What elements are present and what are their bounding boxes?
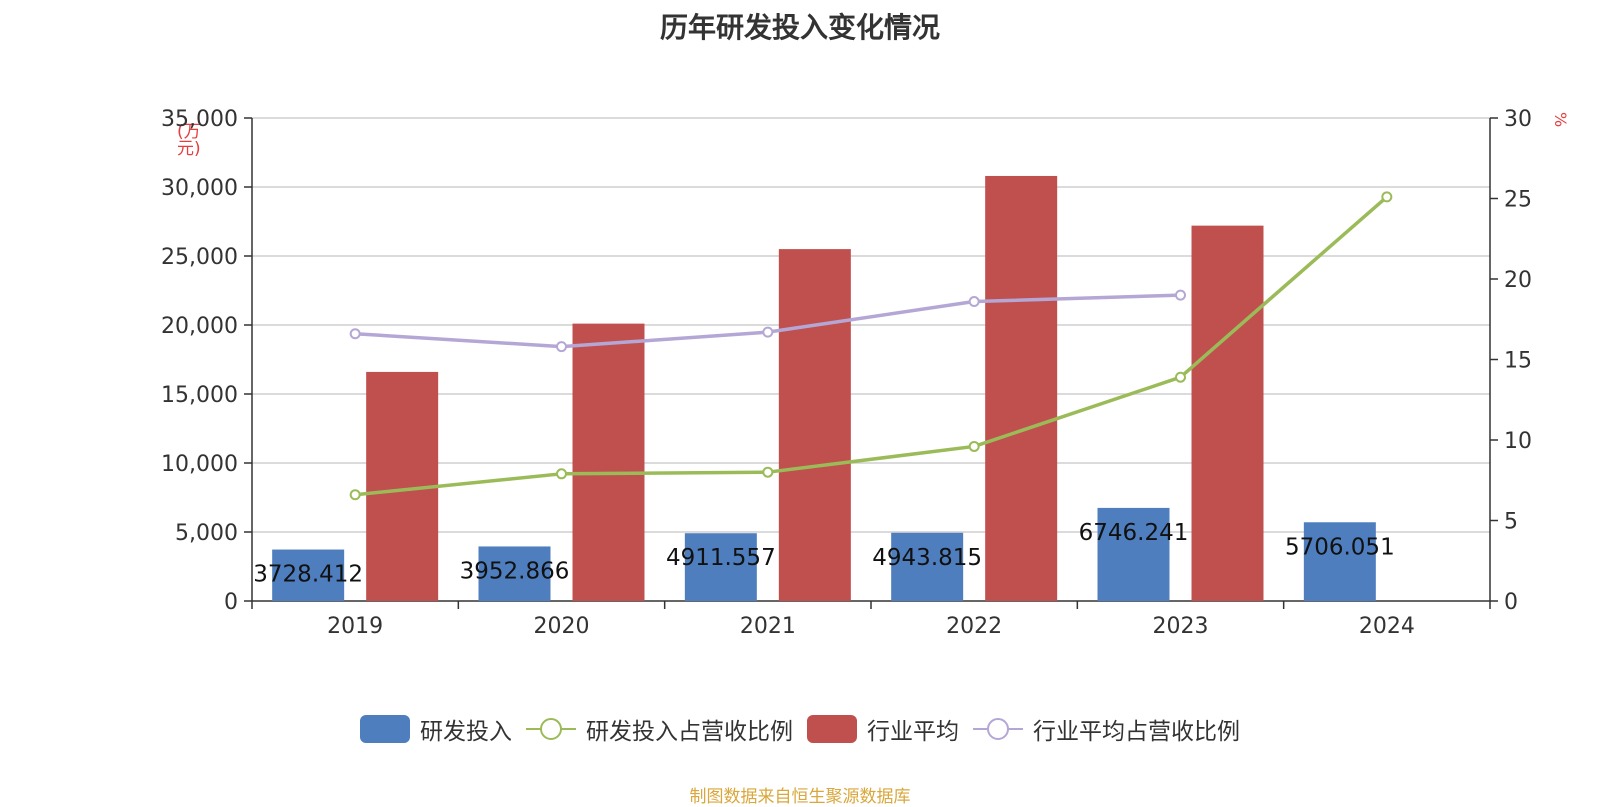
- bar-data-label: 6746.241: [1079, 520, 1189, 546]
- point-industry-ratio: [968, 296, 980, 308]
- point-rd-ratio: [1381, 191, 1393, 203]
- bar-rd-investment: [478, 546, 551, 601]
- chart-legend: 研发投入 研发投入占营收比例 行业平均 行业平均占营收比例: [0, 712, 1600, 746]
- right-tick-label: 25: [1504, 188, 1532, 213]
- source-note: 制图数据来自恒生聚源数据库: [689, 787, 911, 807]
- point-rd-ratio: [1175, 371, 1186, 383]
- point-rd-ratio: [762, 466, 774, 478]
- bar-data-label: 4943.815: [872, 545, 982, 571]
- right-tick-label: 30: [1504, 107, 1532, 132]
- bar-rd-investment: [1303, 522, 1376, 601]
- left-tick-label: 30,000: [161, 176, 238, 201]
- point-industry-ratio: [556, 341, 567, 353]
- right-tick-label: 0: [1504, 590, 1518, 615]
- left-tick-label: 20,000: [161, 314, 238, 339]
- point-industry-ratio: [762, 326, 774, 338]
- right-tick-label: 20: [1504, 268, 1532, 293]
- line-rd-ratio: [354, 195, 1388, 497]
- legend-item-industry-ratio[interactable]: 行业平均占营收比例: [973, 712, 1240, 746]
- legend-swatch-line-icon: [526, 718, 576, 740]
- chart-plot: 0 5,000 10,000 15,000 20,000 25,000 30,000 35,0…: [161, 107, 1532, 639]
- x-tick-label: 2023: [1153, 614, 1209, 639]
- legend-item-rd-investment[interactable]: 研发投入: [360, 712, 512, 746]
- chart-title: 历年研发投入变化情况: [659, 11, 940, 44]
- x-tick-label: 2022: [946, 614, 1002, 639]
- legend-item-industry-average[interactable]: 行业平均: [807, 712, 959, 746]
- bar-data-label: 3952.866: [460, 558, 570, 584]
- bar-industry-average: [1191, 225, 1264, 601]
- legend-label: 研发投入占营收比例: [586, 719, 793, 745]
- point-industry-ratio: [349, 328, 361, 340]
- x-tick-label: 2020: [534, 614, 590, 639]
- bar-industry-average: [778, 249, 851, 601]
- legend-swatch-line-icon: [973, 718, 1023, 740]
- x-tick-label: 2019: [327, 614, 383, 639]
- left-tick-label: 5,000: [175, 521, 238, 546]
- point-rd-ratio: [968, 440, 980, 452]
- bar-data-label: 3728.412: [253, 562, 363, 588]
- right-tick-label: 15: [1504, 349, 1532, 374]
- legend-label: 行业平均占营收比例: [1033, 719, 1240, 745]
- point-rd-ratio: [556, 468, 567, 480]
- left-axis-unit: (万元): [177, 122, 201, 159]
- legend-swatch-bar-icon: [360, 715, 410, 743]
- bar-rd-investment: [684, 533, 757, 601]
- right-tick-label: 5: [1504, 510, 1518, 535]
- bar-rd-investment: [1097, 507, 1170, 601]
- bar-data-label: 4911.557: [666, 545, 776, 571]
- point-rd-ratio: [349, 489, 361, 501]
- bar-industry-average: [985, 175, 1058, 601]
- legend-label: 行业平均: [867, 719, 959, 745]
- left-tick-label: 10,000: [161, 452, 238, 477]
- right-tick-label: 10: [1504, 429, 1532, 454]
- left-tick-label: 25,000: [161, 245, 238, 270]
- legend-item-rd-ratio[interactable]: 研发投入占营收比例: [526, 712, 793, 746]
- x-tick-label: 2024: [1359, 614, 1415, 639]
- left-tick-label: 35,000: [161, 107, 238, 132]
- left-tick-label: 0: [224, 590, 238, 615]
- bar-data-label: 5706.051: [1285, 534, 1395, 560]
- bar-rd-investment: [272, 549, 345, 601]
- bar-industry-average: [572, 323, 645, 601]
- bar-rd-investment: [891, 532, 964, 601]
- point-industry-ratio: [1175, 289, 1186, 301]
- legend-label: 研发投入: [420, 719, 512, 745]
- x-tick-label: 2021: [740, 614, 796, 639]
- legend-swatch-bar-icon: [807, 715, 857, 743]
- left-tick-label: 15,000: [161, 383, 238, 408]
